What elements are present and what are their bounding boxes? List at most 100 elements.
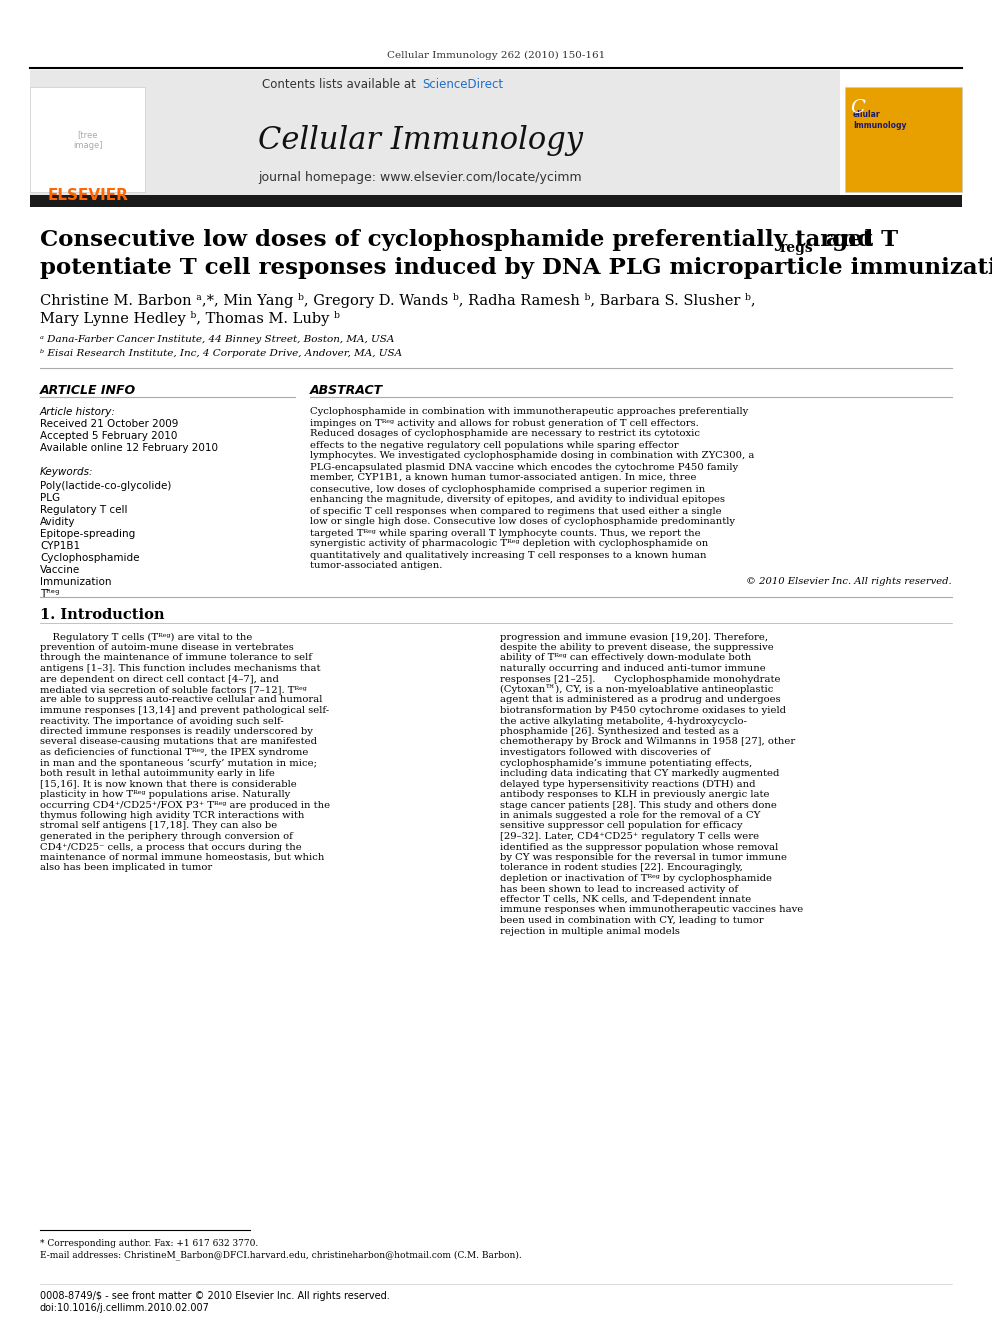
Text: responses [21–25].      Cyclophosphamide monohydrate: responses [21–25]. Cyclophosphamide mono… xyxy=(500,675,781,684)
Text: Cellular Immunology 262 (2010) 150-161: Cellular Immunology 262 (2010) 150-161 xyxy=(387,50,605,60)
Text: despite the ability to prevent disease, the suppressive: despite the ability to prevent disease, … xyxy=(500,643,774,652)
Text: cyclophosphamide’s immune potentiating effects,: cyclophosphamide’s immune potentiating e… xyxy=(500,758,752,767)
Text: in animals suggested a role for the removal of a CY: in animals suggested a role for the remo… xyxy=(500,811,761,820)
Text: Cellular Immunology: Cellular Immunology xyxy=(258,124,582,156)
Text: synergistic activity of pharmacologic Tᴿᵉᵍ depletion with cyclophosphamide on: synergistic activity of pharmacologic Tᴿ… xyxy=(310,540,708,549)
Text: also has been implicated in tumor: also has been implicated in tumor xyxy=(40,864,212,872)
Text: sensitive suppressor cell population for efficacy: sensitive suppressor cell population for… xyxy=(500,822,742,831)
Text: generated in the periphery through conversion of: generated in the periphery through conve… xyxy=(40,832,293,841)
Text: Received 21 October 2009: Received 21 October 2009 xyxy=(40,419,179,429)
Text: directed immune responses is readily underscored by: directed immune responses is readily und… xyxy=(40,728,312,736)
Text: been used in combination with CY, leading to tumor: been used in combination with CY, leadin… xyxy=(500,916,764,925)
Text: ᵃ Dana-Farber Cancer Institute, 44 Binney Street, Boston, MA, USA: ᵃ Dana-Farber Cancer Institute, 44 Binne… xyxy=(40,336,395,344)
Text: are dependent on direct cell contact [4–7], and: are dependent on direct cell contact [4–… xyxy=(40,675,279,684)
Text: and: and xyxy=(818,229,873,251)
Text: regs: regs xyxy=(780,241,813,255)
Text: member, CYP1B1, a known human tumor-associated antigen. In mice, three: member, CYP1B1, a known human tumor-asso… xyxy=(310,474,696,483)
Text: Christine M. Barbon ᵃ,*, Min Yang ᵇ, Gregory D. Wands ᵇ, Radha Ramesh ᵇ, Barbara: Christine M. Barbon ᵃ,*, Min Yang ᵇ, Gre… xyxy=(40,292,756,307)
Text: by CY was responsible for the reversal in tumor immune: by CY was responsible for the reversal i… xyxy=(500,853,787,863)
Text: ability of Tᴿᵉᵍ can effectively down-modulate both: ability of Tᴿᵉᵍ can effectively down-mod… xyxy=(500,654,751,663)
Text: are able to suppress auto-reactive cellular and humoral: are able to suppress auto-reactive cellu… xyxy=(40,696,322,705)
Text: Poly(lactide-co-glycolide): Poly(lactide-co-glycolide) xyxy=(40,482,172,491)
Text: Regulatory T cell: Regulatory T cell xyxy=(40,505,128,515)
Text: Consecutive low doses of cyclophosphamide preferentially target T: Consecutive low doses of cyclophosphamid… xyxy=(40,229,898,251)
Text: both result in lethal autoimmunity early in life: both result in lethal autoimmunity early… xyxy=(40,769,275,778)
Text: Mary Lynne Hedley ᵇ, Thomas M. Luby ᵇ: Mary Lynne Hedley ᵇ, Thomas M. Luby ᵇ xyxy=(40,311,340,325)
Text: low or single high dose. Consecutive low doses of cyclophosphamide predominantly: low or single high dose. Consecutive low… xyxy=(310,517,735,527)
Text: Article history:: Article history: xyxy=(40,407,116,417)
Text: (Cytoxan™), CY, is a non-myeloablative antineoplastic: (Cytoxan™), CY, is a non-myeloablative a… xyxy=(500,685,774,695)
Text: as deficiencies of functional Tᴿᵉᵍ, the IPEX syndrome: as deficiencies of functional Tᴿᵉᵍ, the … xyxy=(40,747,309,757)
Text: PLG-encapsulated plasmid DNA vaccine which encodes the cytochrome P450 family: PLG-encapsulated plasmid DNA vaccine whi… xyxy=(310,463,738,471)
Text: 0008-8749/$ - see front matter © 2010 Elsevier Inc. All rights reserved.: 0008-8749/$ - see front matter © 2010 El… xyxy=(40,1291,390,1301)
Text: ABSTRACT: ABSTRACT xyxy=(310,384,383,397)
Text: in man and the spontaneous ‘scurfy’ mutation in mice;: in man and the spontaneous ‘scurfy’ muta… xyxy=(40,758,317,767)
Text: enhancing the magnitude, diversity of epitopes, and avidity to individual epitop: enhancing the magnitude, diversity of ep… xyxy=(310,496,725,504)
Text: effector T cells, NK cells, and T-dependent innate: effector T cells, NK cells, and T-depend… xyxy=(500,894,751,904)
Text: thymus following high avidity TCR interactions with: thymus following high avidity TCR intera… xyxy=(40,811,305,820)
Text: has been shown to lead to increased activity of: has been shown to lead to increased acti… xyxy=(500,885,738,893)
Text: PLG: PLG xyxy=(40,493,61,503)
Text: E-mail addresses: ChristineM_Barbon@DFCI.harvard.edu, christineharbon@hotmail.co: E-mail addresses: ChristineM_Barbon@DFCI… xyxy=(40,1250,522,1259)
Text: including data indicating that CY markedly augmented: including data indicating that CY marked… xyxy=(500,769,780,778)
Text: consecutive, low doses of cyclophosphamide comprised a superior regimen in: consecutive, low doses of cyclophosphami… xyxy=(310,484,705,493)
Text: Avidity: Avidity xyxy=(40,517,75,527)
Text: immune responses when immunotherapeutic vaccines have: immune responses when immunotherapeutic … xyxy=(500,905,804,914)
Text: tolerance in rodent studies [22]. Encouragingly,: tolerance in rodent studies [22]. Encour… xyxy=(500,864,743,872)
Text: antigens [1–3]. This function includes mechanisms that: antigens [1–3]. This function includes m… xyxy=(40,664,320,673)
Text: depletion or inactivation of Tᴿᵉᵍ by cyclophosphamide: depletion or inactivation of Tᴿᵉᵍ by cyc… xyxy=(500,875,772,882)
Text: stromal self antigens [17,18]. They can also be: stromal self antigens [17,18]. They can … xyxy=(40,822,277,831)
Text: biotransformation by P450 cytochrome oxidases to yield: biotransformation by P450 cytochrome oxi… xyxy=(500,706,786,714)
Bar xyxy=(845,87,962,192)
Text: phosphamide [26]. Synthesized and tested as a: phosphamide [26]. Synthesized and tested… xyxy=(500,728,739,736)
Text: stage cancer patients [28]. This study and others done: stage cancer patients [28]. This study a… xyxy=(500,800,777,810)
Text: 1. Introduction: 1. Introduction xyxy=(40,609,165,622)
Text: delayed type hypersensitivity reactions (DTH) and: delayed type hypersensitivity reactions … xyxy=(500,779,756,789)
Bar xyxy=(30,87,145,192)
Text: effects to the negative regulatory cell populations while sparing effector: effects to the negative regulatory cell … xyxy=(310,441,679,450)
Text: doi:10.1016/j.cellimm.2010.02.007: doi:10.1016/j.cellimm.2010.02.007 xyxy=(40,1303,210,1312)
Text: identified as the suppressor population whose removal: identified as the suppressor population … xyxy=(500,843,779,852)
Text: prevention of autoim-mune disease in vertebrates: prevention of autoim-mune disease in ver… xyxy=(40,643,294,652)
Text: potentiate T cell responses induced by DNA PLG microparticle immunization: potentiate T cell responses induced by D… xyxy=(40,257,992,279)
Text: naturally occurring and induced anti-tumor immune: naturally occurring and induced anti-tum… xyxy=(500,664,766,673)
Text: several disease-causing mutations that are manifested: several disease-causing mutations that a… xyxy=(40,737,317,746)
Text: of specific T cell responses when compared to regimens that used either a single: of specific T cell responses when compar… xyxy=(310,507,721,516)
Text: ELSEVIER: ELSEVIER xyxy=(48,188,128,202)
Text: mediated via secretion of soluble factors [7–12]. Tᴿᵉᵍ: mediated via secretion of soluble factor… xyxy=(40,685,307,695)
Text: the active alkylating metabolite, 4-hydroxycyclo-: the active alkylating metabolite, 4-hydr… xyxy=(500,717,747,725)
Text: Contents lists available at: Contents lists available at xyxy=(262,78,420,91)
Text: antibody responses to KLH in previously anergic late: antibody responses to KLH in previously … xyxy=(500,790,770,799)
Text: ARTICLE INFO: ARTICLE INFO xyxy=(40,384,136,397)
Text: ellular
Immunology: ellular Immunology xyxy=(853,110,907,130)
Text: Immunization: Immunization xyxy=(40,577,111,587)
Text: © 2010 Elsevier Inc. All rights reserved.: © 2010 Elsevier Inc. All rights reserved… xyxy=(746,578,952,586)
Text: impinges on Tᴿᵉᵍ activity and allows for robust generation of T cell effectors.: impinges on Tᴿᵉᵍ activity and allows for… xyxy=(310,418,698,427)
Text: targeted Tᴿᵉᵍ while sparing overall T lymphocyte counts. Thus, we report the: targeted Tᴿᵉᵍ while sparing overall T ly… xyxy=(310,528,700,537)
Text: [15,16]. It is now known that there is considerable: [15,16]. It is now known that there is c… xyxy=(40,779,297,789)
Text: immune responses [13,14] and prevent pathological self-: immune responses [13,14] and prevent pat… xyxy=(40,706,329,714)
Text: Regulatory T cells (Tᴿᵉᵍ) are vital to the: Regulatory T cells (Tᴿᵉᵍ) are vital to t… xyxy=(40,632,252,642)
Text: journal homepage: www.elsevier.com/locate/ycimm: journal homepage: www.elsevier.com/locat… xyxy=(258,172,582,184)
Text: quantitatively and qualitatively increasing T cell responses to a known human: quantitatively and qualitatively increas… xyxy=(310,550,706,560)
Text: Tᴿᵉᵍ: Tᴿᵉᵍ xyxy=(40,589,60,599)
Text: Epitope-spreading: Epitope-spreading xyxy=(40,529,135,538)
Text: reactivity. The importance of avoiding such self-: reactivity. The importance of avoiding s… xyxy=(40,717,284,725)
Bar xyxy=(30,194,962,206)
Text: Cyclophosphamide in combination with immunotherapeutic approaches preferentially: Cyclophosphamide in combination with imm… xyxy=(310,407,748,417)
Text: Keywords:: Keywords: xyxy=(40,467,93,478)
Text: chemotherapy by Brock and Wilmanns in 1958 [27], other: chemotherapy by Brock and Wilmanns in 19… xyxy=(500,737,796,746)
Text: CD4⁺/CD25⁻ cells, a process that occurs during the: CD4⁺/CD25⁻ cells, a process that occurs … xyxy=(40,843,302,852)
Text: * Corresponding author. Fax: +1 617 632 3770.: * Corresponding author. Fax: +1 617 632 … xyxy=(40,1238,258,1248)
Text: rejection in multiple animal models: rejection in multiple animal models xyxy=(500,926,680,935)
Text: maintenance of normal immune homeostasis, but which: maintenance of normal immune homeostasis… xyxy=(40,853,324,863)
Text: ScienceDirect: ScienceDirect xyxy=(422,78,503,91)
Text: CYP1B1: CYP1B1 xyxy=(40,541,80,550)
Text: agent that is administered as a prodrug and undergoes: agent that is administered as a prodrug … xyxy=(500,696,781,705)
Bar xyxy=(30,70,840,194)
Text: Accepted 5 February 2010: Accepted 5 February 2010 xyxy=(40,431,178,441)
Text: Reduced dosages of cyclophosphamide are necessary to restrict its cytotoxic: Reduced dosages of cyclophosphamide are … xyxy=(310,430,700,438)
Text: C: C xyxy=(850,99,865,116)
Text: Cyclophosphamide: Cyclophosphamide xyxy=(40,553,140,564)
Text: occurring CD4⁺/CD25⁺/FOX P3⁺ Tᴿᵉᵍ are produced in the: occurring CD4⁺/CD25⁺/FOX P3⁺ Tᴿᵉᵍ are pr… xyxy=(40,800,330,810)
